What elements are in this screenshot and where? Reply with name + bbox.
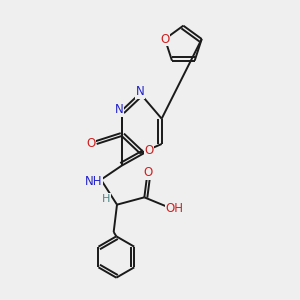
Text: O: O xyxy=(144,145,154,158)
Text: O: O xyxy=(86,137,95,151)
Text: OH: OH xyxy=(165,202,183,214)
Text: N: N xyxy=(136,85,144,98)
Text: O: O xyxy=(143,166,152,179)
Text: O: O xyxy=(160,32,170,46)
Text: H: H xyxy=(102,194,110,204)
Text: NH: NH xyxy=(85,175,102,188)
Text: N: N xyxy=(115,103,123,116)
